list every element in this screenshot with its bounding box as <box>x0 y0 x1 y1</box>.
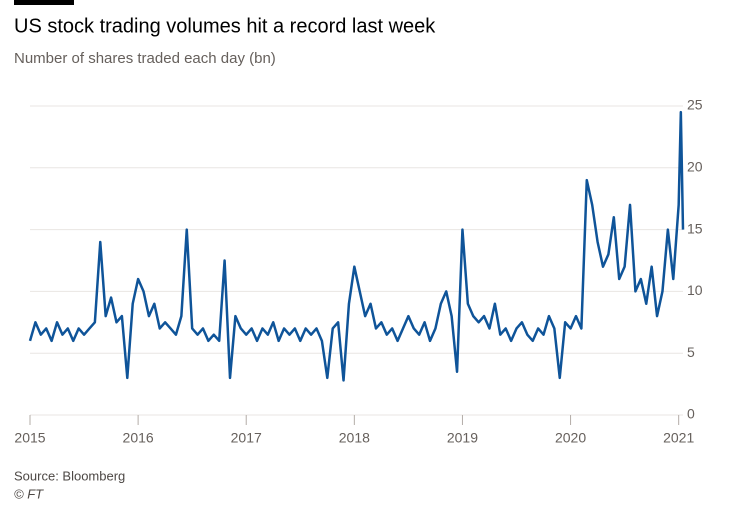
x-tick-label: 2016 <box>123 430 154 446</box>
y-tick-label: 20 <box>687 159 703 175</box>
brand-bar <box>14 0 74 5</box>
chart-subtitle: Number of shares traded each day (bn) <box>14 50 276 67</box>
credit: © FT <box>14 486 44 501</box>
data-line <box>28 110 685 382</box>
x-tick-label: 2018 <box>339 430 370 446</box>
y-tick-label: 10 <box>687 282 703 298</box>
x-tick-label: 2021 <box>663 430 694 446</box>
y-tick-label: 5 <box>687 344 695 360</box>
y-tick-label: 25 <box>687 97 703 113</box>
y-tick-label: 0 <box>687 406 695 422</box>
x-tick-label: 2017 <box>231 430 262 446</box>
x-tick-label: 2020 <box>555 430 586 446</box>
chart-title: US stock trading volumes hit a record la… <box>14 15 436 37</box>
x-tick-label: 2015 <box>14 430 45 446</box>
x-tick-label: 2019 <box>447 430 478 446</box>
y-tick-label: 15 <box>687 220 703 236</box>
source: Source: Bloomberg <box>14 468 125 483</box>
